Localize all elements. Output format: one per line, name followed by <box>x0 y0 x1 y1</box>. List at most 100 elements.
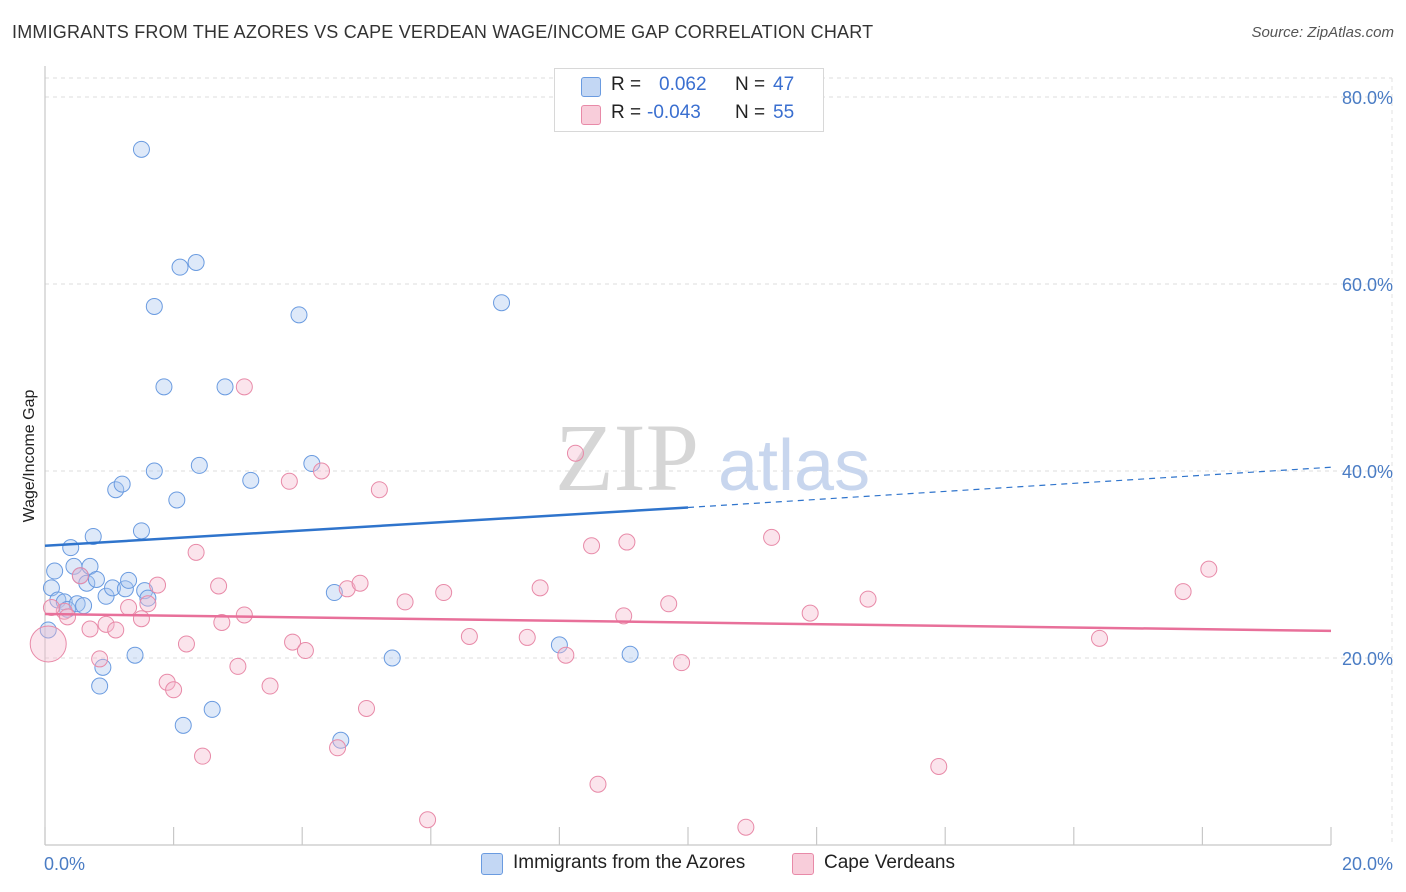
point-cape-verdean <box>358 699 375 717</box>
point-cape-verdean <box>194 747 212 765</box>
point-cape-verdean <box>351 574 369 592</box>
point-azores <box>107 481 125 499</box>
point-cape-verdean <box>1091 629 1109 647</box>
point-cape-verdean <box>312 462 330 480</box>
point-cape-verdean <box>210 577 228 595</box>
y-tick-label: 80.0% <box>1342 88 1393 108</box>
point-cape-verdean <box>132 610 150 628</box>
point-cape-verdean <box>29 625 67 663</box>
point-cape-verdean <box>149 576 167 594</box>
point-azores <box>145 297 163 315</box>
point-cape-verdean <box>187 543 205 561</box>
point-azores <box>68 595 86 613</box>
point-azores <box>139 589 157 607</box>
point-azores <box>174 716 192 734</box>
point-cape-verdean <box>280 472 298 490</box>
point-cape-verdean <box>615 607 633 625</box>
point-azores <box>550 636 568 654</box>
point-cape-verdean <box>213 613 231 631</box>
point-cape-verdean <box>284 633 302 651</box>
y-tick-label: 20.0% <box>1342 649 1393 669</box>
point-cape-verdean <box>235 378 253 396</box>
point-azores <box>242 471 260 489</box>
legend-swatch-pink <box>581 105 601 125</box>
point-cape-verdean <box>673 654 691 672</box>
scatter-points <box>29 140 1218 836</box>
point-azores <box>75 597 93 615</box>
point-cape-verdean <box>557 646 575 664</box>
point-azores <box>203 700 221 718</box>
point-azores <box>171 258 189 276</box>
point-cape-verdean <box>329 739 347 757</box>
point-cape-verdean <box>71 567 89 585</box>
legend-r-label-1: R = <box>611 74 642 95</box>
point-cape-verdean <box>177 635 195 653</box>
point-cape-verdean <box>165 681 183 699</box>
legend-n-value-2: 55 <box>773 102 795 123</box>
point-azores <box>104 579 122 597</box>
watermark: ZIP atlas <box>555 404 870 511</box>
point-azores <box>216 378 234 396</box>
point-azores <box>187 253 205 271</box>
legend-n-value-1: 47 <box>773 74 795 95</box>
legend-r-value-1: 0.062 <box>659 74 707 95</box>
point-cape-verdean <box>859 590 877 608</box>
point-cape-verdean <box>763 528 781 546</box>
point-cape-verdean <box>660 595 678 613</box>
point-cape-verdean <box>1200 560 1218 578</box>
point-cape-verdean <box>59 608 77 626</box>
point-cape-verdean <box>737 818 755 836</box>
point-cape-verdean <box>81 620 99 638</box>
legend-n-label-2: N = <box>735 102 766 123</box>
point-azores <box>621 645 639 663</box>
x-tick-label-min: 0.0% <box>44 854 85 874</box>
point-cape-verdean <box>531 579 549 597</box>
point-cape-verdean <box>261 677 279 695</box>
point-cape-verdean <box>338 580 356 598</box>
y-tick-label: 60.0% <box>1342 275 1393 295</box>
point-cape-verdean <box>370 481 388 499</box>
point-cape-verdean <box>460 627 478 645</box>
point-azores <box>91 677 109 695</box>
point-azores <box>493 294 511 312</box>
point-azores <box>145 462 163 480</box>
point-cape-verdean <box>229 657 247 675</box>
point-azores <box>383 649 401 667</box>
chart-title: IMMIGRANTS FROM THE AZORES VS CAPE VERDE… <box>12 22 874 42</box>
bottom-legend-label-azores: Immigrants from the Azores <box>513 852 746 873</box>
legend-n-label-1: N = <box>735 74 766 95</box>
axis-labels: 20.0% 40.0% 60.0% 80.0% 0.0% 20.0% Wage/Income… <box>21 88 1393 874</box>
watermark-atlas: atlas <box>718 426 870 506</box>
point-azores <box>168 491 186 509</box>
point-azores <box>62 539 80 557</box>
point-cape-verdean <box>235 606 253 624</box>
point-azores <box>84 527 102 545</box>
point-azores <box>87 570 105 588</box>
point-cape-verdean <box>139 595 157 613</box>
point-azores <box>46 562 64 580</box>
bottom-legend-label-cape-verdeans: Cape Verdeans <box>824 852 955 873</box>
trend-line-azores-extrapolated <box>687 466 1332 509</box>
point-cape-verdean <box>107 621 125 639</box>
point-cape-verdean <box>801 604 819 622</box>
trend-lines <box>44 466 1332 633</box>
point-cape-verdean <box>419 811 437 829</box>
point-cape-verdean <box>296 642 314 660</box>
point-cape-verdean <box>435 584 453 602</box>
axes <box>44 66 1332 846</box>
y-tick-label: 40.0% <box>1342 462 1393 482</box>
x-tick-label-max: 20.0% <box>1342 854 1393 874</box>
correlation-legend: R = 0.062 N = 47 R = -0.043 N = 55 <box>554 68 824 132</box>
legend-swatch-blue <box>581 77 601 97</box>
source-credit: Source: ZipAtlas.com <box>1251 24 1394 41</box>
point-azores <box>190 456 208 474</box>
point-azores <box>155 378 173 396</box>
legend-r-label-2: R = <box>611 102 642 123</box>
watermark-zip: ZIP <box>555 404 699 511</box>
point-azores <box>97 587 115 605</box>
point-cape-verdean <box>930 757 948 775</box>
point-cape-verdean <box>566 444 584 462</box>
point-cape-verdean <box>589 775 607 793</box>
point-azores <box>120 571 138 589</box>
